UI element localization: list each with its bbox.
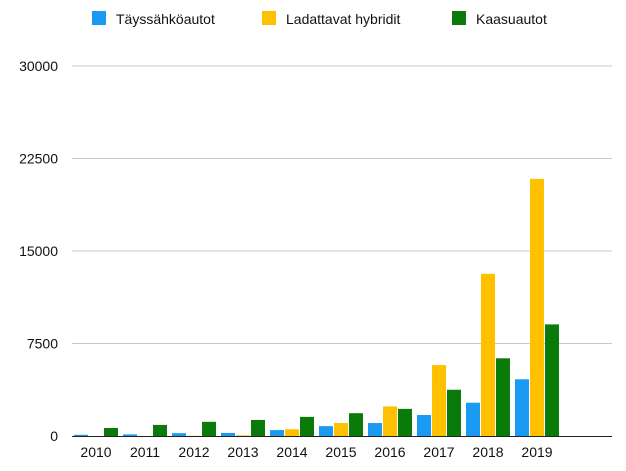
bar-2018-1 <box>466 402 480 436</box>
legend-swatch-1 <box>92 11 106 25</box>
bar-2017-1 <box>417 415 431 436</box>
bar-2010-1 <box>74 434 88 436</box>
y-tick-label: 15000 <box>19 243 58 259</box>
bar-2013-3 <box>251 419 265 436</box>
legend-label-2: Ladattavat hybridit <box>286 11 401 27</box>
bar-2016-3 <box>398 408 412 436</box>
x-tick-label: 2012 <box>178 444 209 460</box>
legend-swatch-2 <box>262 11 276 25</box>
x-axis-ticks: 2010 2011 2012 2013 2014 2015 2016 2017 2018 2019 <box>80 444 552 460</box>
bars <box>74 178 559 436</box>
x-tick-label: 2019 <box>521 444 552 460</box>
bar-2011-3 <box>153 424 167 436</box>
bar-2017-3 <box>447 389 461 436</box>
bar-2018-3 <box>496 358 510 436</box>
x-tick-label: 2017 <box>423 444 454 460</box>
bar-2014-1 <box>270 430 284 436</box>
y-axis-ticks: 0 7500 15000 22500 30000 <box>19 58 58 444</box>
bar-2016-2 <box>383 406 397 436</box>
x-tick-label: 2018 <box>472 444 503 460</box>
y-tick-label: 22500 <box>19 151 58 167</box>
bar-2013-2 <box>236 435 250 436</box>
bar-2010-3 <box>104 427 118 436</box>
bar-2019-2 <box>530 178 544 436</box>
y-tick-label: 30000 <box>19 58 58 74</box>
bar-2015-1 <box>319 426 333 436</box>
bar-2014-2 <box>285 429 299 436</box>
bar-2014-3 <box>300 416 314 436</box>
bar-2019-1 <box>515 379 529 436</box>
gridlines <box>72 65 612 344</box>
bar-2017-2 <box>432 365 446 436</box>
x-tick-label: 2010 <box>80 444 111 460</box>
legend-label-3: Kaasuautot <box>476 11 547 27</box>
x-tick-label: 2015 <box>325 444 356 460</box>
bar-2015-2 <box>334 423 348 436</box>
x-tick-label: 2013 <box>227 444 258 460</box>
legend: Täyssähköautot Ladattavat hybridit Kaasuau… <box>92 11 547 27</box>
legend-swatch-3 <box>452 11 466 25</box>
bar-2013-1 <box>221 432 235 436</box>
bar-2012-1 <box>172 433 186 436</box>
legend-label-1: Täyssähköautot <box>116 11 215 27</box>
y-tick-label: 0 <box>50 428 58 444</box>
bar-2012-3 <box>202 421 216 436</box>
x-tick-label: 2016 <box>374 444 405 460</box>
y-tick-label: 7500 <box>27 336 58 352</box>
bar-2018-2 <box>481 273 495 436</box>
bar-2016-1 <box>368 423 382 436</box>
bar-2015-3 <box>349 413 363 436</box>
x-tick-label: 2014 <box>276 444 307 460</box>
bar-2011-1 <box>123 434 137 436</box>
x-tick-label: 2011 <box>130 444 160 460</box>
bar-2019-3 <box>545 324 559 436</box>
